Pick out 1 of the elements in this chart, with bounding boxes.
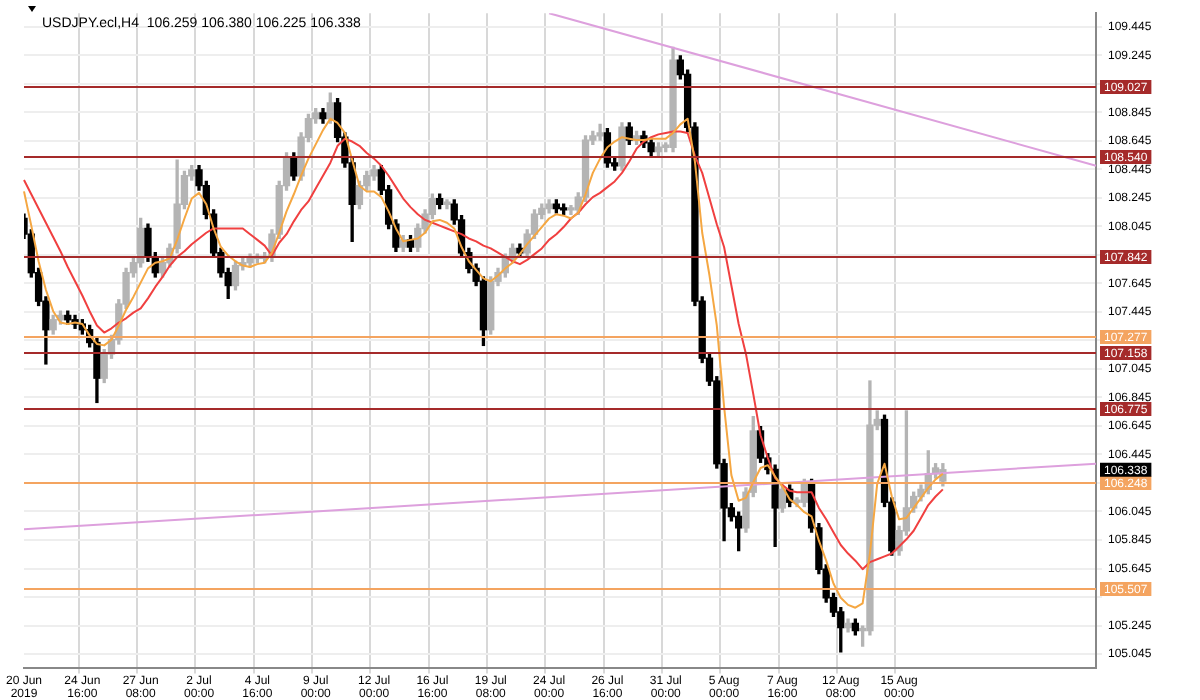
candlestick xyxy=(596,123,604,141)
